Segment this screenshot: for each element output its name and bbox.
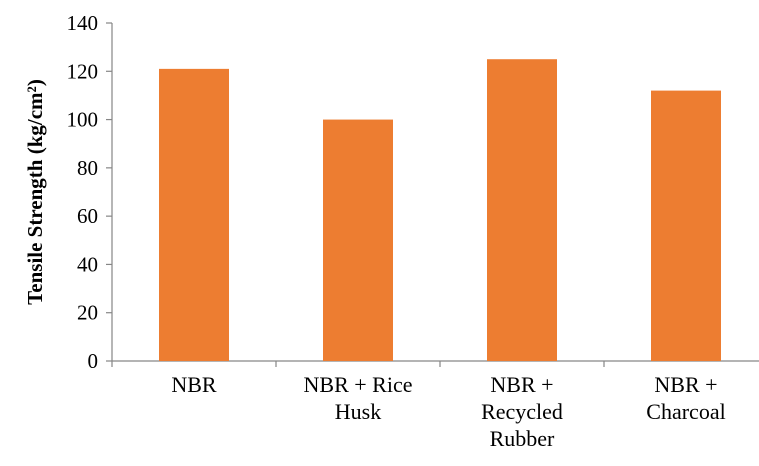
y-tick-label: 80 <box>77 156 98 180</box>
y-tick-label: 140 <box>67 11 99 35</box>
y-tick-label: 20 <box>77 301 98 325</box>
y-tick-label: 100 <box>67 108 99 132</box>
x-category-label: NBR + Rice Husk <box>304 372 413 424</box>
x-category-label: NBR <box>171 372 217 397</box>
plot-area: 0 20 40 60 80 100 120 140 NBR NBR + Rice Husk NBR +… <box>67 11 759 451</box>
x-category-label: NBR + Recycled Rubber <box>481 372 563 451</box>
bar <box>487 59 557 361</box>
y-tick-label: 120 <box>67 59 99 83</box>
x-category-label: NBR + Charcoal <box>646 372 725 424</box>
bar <box>323 119 393 361</box>
y-tick-label: 0 <box>88 349 99 373</box>
y-tick-label: 40 <box>77 252 98 276</box>
y-axis-title: Tensile Strength (kg/cm²) <box>23 79 47 305</box>
y-tick-label: 60 <box>77 204 98 228</box>
bar <box>159 68 229 361</box>
bar <box>651 90 721 361</box>
